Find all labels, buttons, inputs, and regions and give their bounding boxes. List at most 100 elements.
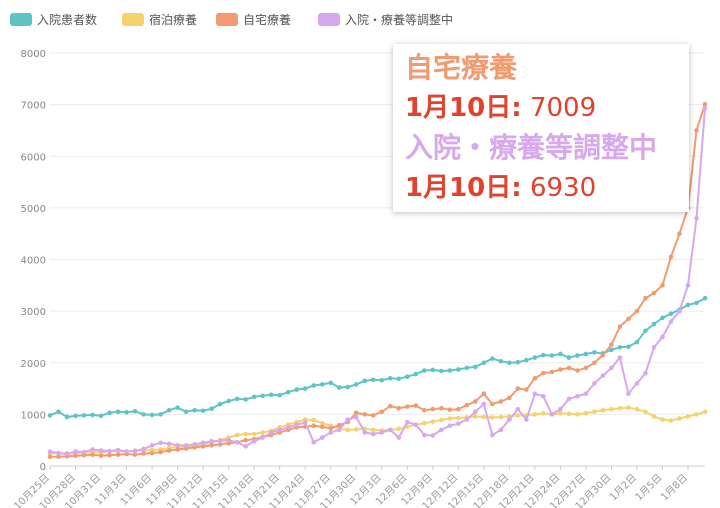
data-point xyxy=(558,367,563,372)
data-point xyxy=(643,295,648,301)
data-point xyxy=(634,308,640,314)
data-point xyxy=(507,360,512,366)
data-point xyxy=(566,411,572,417)
legend-item-inpatients[interactable]: 入院患者数 xyxy=(10,12,97,27)
data-point xyxy=(651,414,657,419)
data-point xyxy=(490,401,495,407)
data-point xyxy=(268,430,274,435)
data-point xyxy=(141,446,146,452)
data-point xyxy=(668,254,674,260)
data-point xyxy=(702,105,708,111)
data-point xyxy=(311,439,317,445)
data-point xyxy=(498,358,504,364)
data-point xyxy=(481,391,487,397)
data-point xyxy=(456,367,461,372)
data-point xyxy=(277,427,282,433)
data-point xyxy=(328,426,334,431)
data-point xyxy=(345,417,351,422)
legend-item-hotel[interactable]: 宿泊療養 xyxy=(122,12,197,27)
data-point xyxy=(532,355,538,360)
tooltip-home-title: 自宅療養 xyxy=(405,51,518,84)
data-point xyxy=(353,414,359,420)
data-point xyxy=(592,381,597,386)
data-point xyxy=(507,417,512,422)
data-point xyxy=(626,344,631,350)
data-point xyxy=(532,391,538,397)
data-point xyxy=(660,315,665,321)
data-point xyxy=(685,302,691,308)
data-point xyxy=(141,451,146,456)
legend-swatch xyxy=(216,13,238,26)
data-point xyxy=(566,355,572,360)
data-point xyxy=(90,412,95,418)
data-point xyxy=(370,431,376,437)
data-point xyxy=(490,356,495,361)
data-point xyxy=(81,449,87,455)
data-point xyxy=(251,394,257,400)
data-point xyxy=(115,452,121,457)
y-tick-label: 2000 xyxy=(21,359,46,370)
data-point xyxy=(515,406,521,412)
data-point xyxy=(634,339,640,345)
data-point xyxy=(370,377,376,383)
data-point xyxy=(541,411,546,416)
data-point xyxy=(694,215,699,221)
data-point xyxy=(515,413,521,418)
data-point xyxy=(175,405,180,410)
data-point xyxy=(200,408,206,414)
x-tick-label: 1月2日 xyxy=(607,472,639,504)
tooltip-home-row: 1月10日: 7009 xyxy=(405,88,677,128)
data-point xyxy=(285,389,291,395)
series-adjusting xyxy=(47,105,708,457)
data-point xyxy=(319,382,325,387)
data-point xyxy=(473,414,478,419)
data-point xyxy=(251,438,257,444)
legend-item-adjusting[interactable]: 入院・療養等調整中 xyxy=(318,12,453,27)
legend-label: 入院・療養等調整中 xyxy=(345,12,453,27)
data-point xyxy=(626,391,631,397)
y-tick-label: 8000 xyxy=(21,49,46,60)
data-point xyxy=(277,392,282,398)
data-point xyxy=(328,380,334,386)
data-point xyxy=(370,413,376,418)
data-point xyxy=(294,422,299,428)
data-point xyxy=(447,368,453,373)
data-point xyxy=(685,283,691,288)
data-point xyxy=(209,443,214,448)
data-point xyxy=(592,360,597,366)
data-point xyxy=(583,391,589,397)
data-point xyxy=(64,451,70,457)
data-point xyxy=(302,386,308,391)
data-point xyxy=(379,409,385,415)
y-axis-ticks: 0 1000 2000 3000 4000 5000 6000 7000 8000 xyxy=(21,49,46,473)
legend-item-home[interactable]: 自宅療養 xyxy=(216,12,291,27)
data-point xyxy=(90,452,95,457)
data-point xyxy=(634,381,640,386)
legend-swatch xyxy=(10,13,32,26)
data-point xyxy=(677,231,682,236)
data-point xyxy=(175,443,180,448)
legend: 入院患者数 宿泊療養 自宅療養 入院・療養等調整中 xyxy=(10,12,453,27)
data-point xyxy=(677,416,682,421)
data-point xyxy=(319,424,325,430)
data-point xyxy=(396,405,402,411)
data-point xyxy=(643,409,648,415)
data-point xyxy=(643,328,648,334)
data-point xyxy=(311,417,317,423)
y-tick-label: 7000 xyxy=(21,101,46,112)
data-point xyxy=(200,444,206,449)
legend-swatch xyxy=(318,13,340,26)
data-point xyxy=(421,368,427,373)
data-point xyxy=(345,384,351,390)
data-point xyxy=(226,437,231,443)
tooltip-adjust-date: 1月10日: xyxy=(405,173,522,203)
data-point xyxy=(98,413,104,419)
y-tick-label: 3000 xyxy=(21,307,46,318)
series-home xyxy=(47,101,708,460)
data-point xyxy=(124,449,129,454)
data-point xyxy=(260,393,265,399)
data-point xyxy=(634,406,640,412)
data-point xyxy=(583,351,589,357)
data-point xyxy=(617,324,623,329)
data-point xyxy=(617,355,623,360)
